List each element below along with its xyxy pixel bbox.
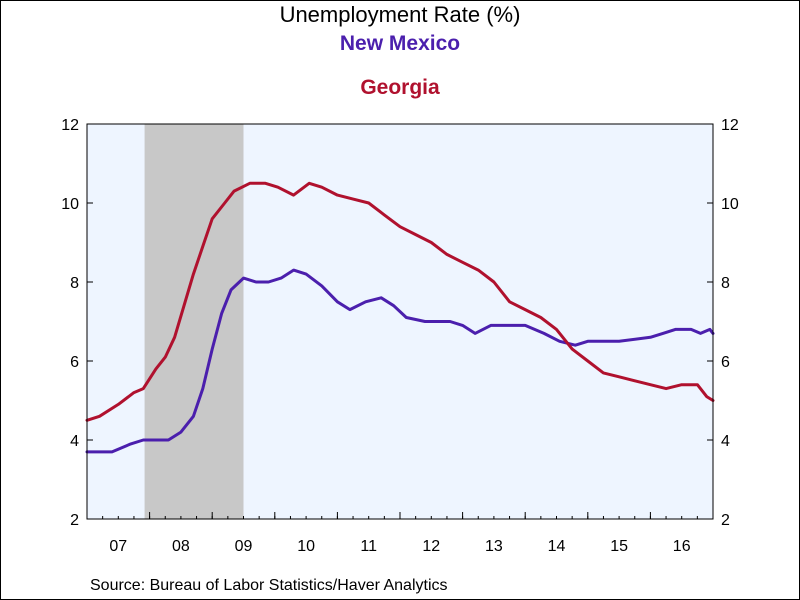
y-tick-label-left: 4	[70, 433, 79, 450]
series-line-new-mexico	[85, 268, 715, 454]
legend-label-georgia: Georgia	[360, 76, 440, 99]
y-tick-label-left: 8	[70, 275, 79, 292]
x-tick-label: 13	[485, 538, 503, 555]
series-line-georgia	[85, 181, 715, 422]
chart-title: Unemployment Rate (%)	[279, 2, 521, 27]
y-tick-label-left: 10	[61, 196, 79, 213]
y-tick-label-left: 12	[61, 117, 79, 134]
y-tick-label-left: 6	[70, 354, 79, 371]
x-tick-label: 12	[422, 538, 440, 555]
x-tick-label: 14	[548, 538, 566, 555]
x-tick-label: 09	[235, 538, 253, 555]
legend-label-new-mexico: New Mexico	[339, 32, 461, 55]
y-tick-label-right: 10	[721, 196, 739, 213]
y-tick-label-right: 8	[721, 275, 730, 292]
x-tick-label: 10	[297, 538, 315, 555]
recession-shading	[144, 124, 244, 519]
y-tick-label-right: 4	[721, 433, 730, 450]
x-tick-label: 16	[673, 538, 691, 555]
y-tick-label-right: 6	[721, 354, 730, 371]
x-tick-label: 11	[360, 538, 377, 555]
x-tick-label: 08	[172, 538, 190, 555]
y-tick-label-left: 2	[70, 512, 79, 529]
x-tick-label: 07	[109, 538, 127, 555]
y-tick-label-right: 12	[721, 117, 739, 134]
x-tick-label: 15	[610, 538, 628, 555]
y-tick-label-right: 2	[721, 512, 730, 529]
source-note: Source: Bureau of Labor Statistics/Haver…	[90, 577, 448, 594]
